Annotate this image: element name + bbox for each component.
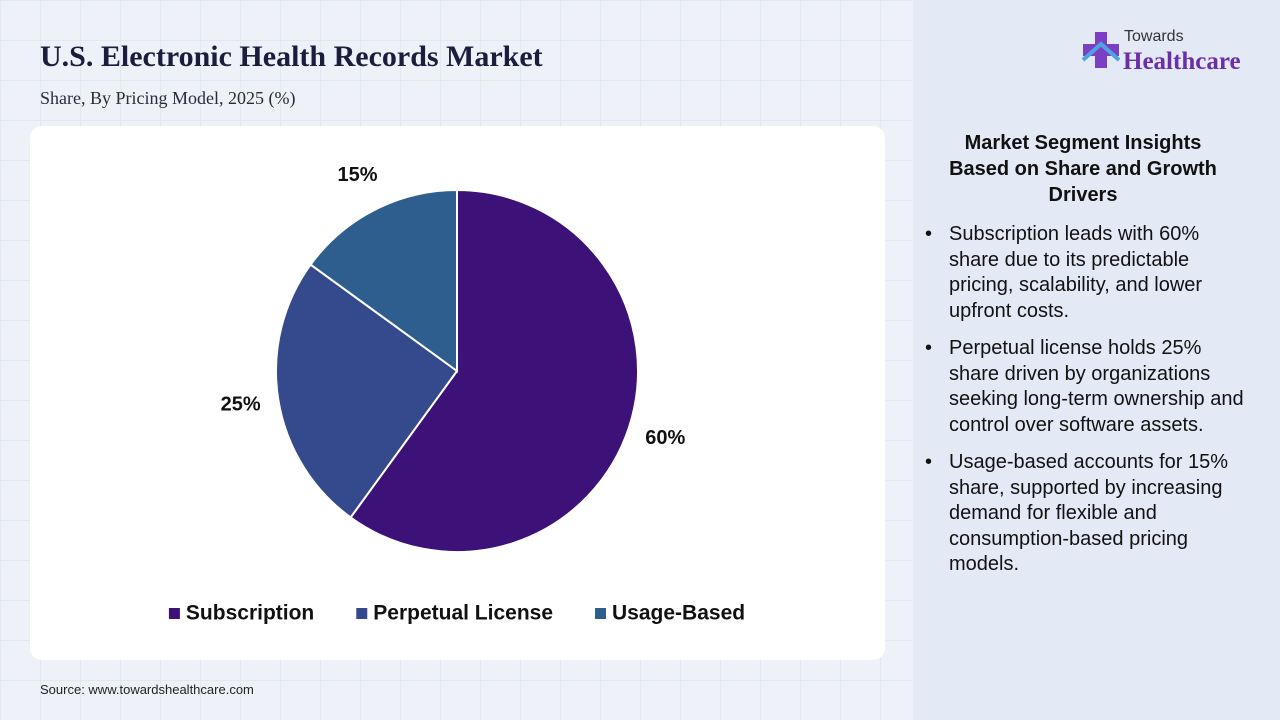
- legend-label: Subscription: [186, 602, 314, 625]
- pie-slice: [349, 188, 639, 553]
- logo-icon: [1081, 32, 1121, 68]
- insight-bullet: Perpetual license holds 25% share driven…: [925, 336, 1245, 438]
- logo-cross: [1083, 32, 1119, 68]
- insight-bullet: Usage-based accounts for 15% share, supp…: [925, 450, 1245, 578]
- legend-swatch: [168, 608, 180, 619]
- legend-swatch: [356, 608, 368, 619]
- source: Source: www.towardshealthcare.com: [40, 682, 254, 697]
- logo-swoosh: [1081, 41, 1121, 62]
- pie-slice: [275, 263, 459, 519]
- logo-text: Healthcare: [1123, 48, 1241, 75]
- legend-label: Usage-Based: [612, 602, 745, 625]
- insights-list: Subscription leads with 60% share due to…: [925, 222, 1245, 590]
- logo-text: Towards: [1124, 28, 1184, 45]
- pie-slice: [309, 188, 458, 373]
- chart-subtitle: Share, By Pricing Model, 2025 (%): [40, 88, 296, 108]
- chart-title: U.S. Electronic Health Records Market: [40, 40, 543, 73]
- data-label: 60%: [645, 427, 685, 449]
- insight-bullet: Subscription leads with 60% share due to…: [925, 222, 1245, 324]
- legend-label: Perpetual License: [373, 602, 553, 625]
- data-label: 25%: [221, 394, 261, 416]
- legend-swatch: [595, 608, 607, 619]
- data-label: 15%: [338, 164, 378, 186]
- insights-title: Market Segment Insights Based on Share a…: [949, 132, 1217, 206]
- chart: 60% 25% 15% Subscription Perpetual License Us…: [168, 164, 745, 625]
